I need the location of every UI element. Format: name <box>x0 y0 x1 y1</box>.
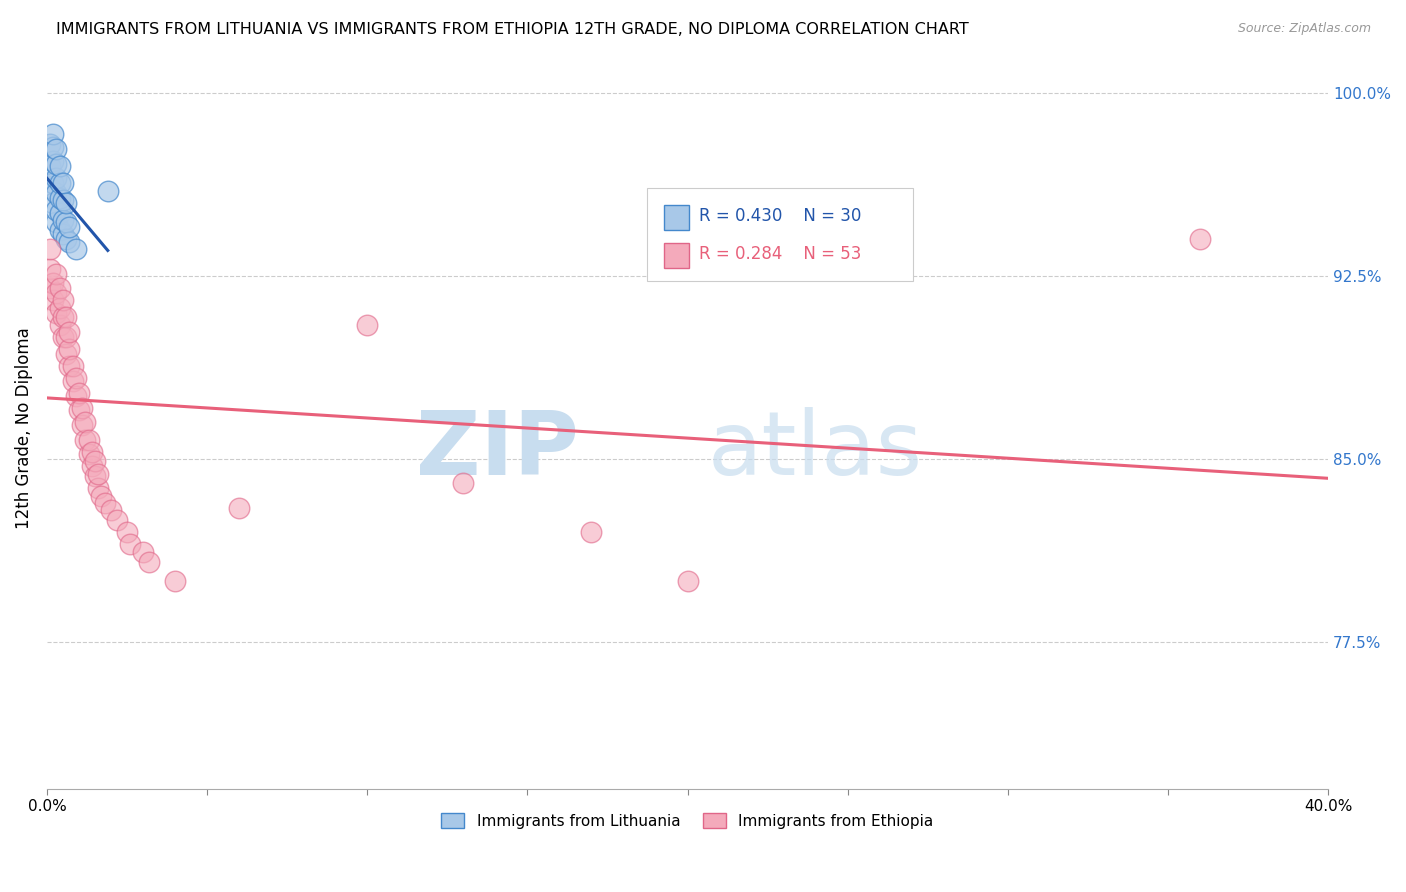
Point <box>45 305 67 319</box>
Point <box>55 310 77 325</box>
Point <box>48 191 70 205</box>
Point <box>228 500 250 515</box>
Point <box>42 195 65 210</box>
Point <box>65 371 87 385</box>
Point <box>42 293 65 308</box>
Point <box>87 467 110 481</box>
Point <box>97 184 120 198</box>
Point <box>45 267 67 281</box>
Point <box>52 310 75 325</box>
Point <box>67 386 90 401</box>
Point <box>77 433 100 447</box>
Point <box>45 157 67 171</box>
Point <box>45 215 67 229</box>
Point <box>48 301 70 315</box>
Point <box>52 176 75 190</box>
Point <box>52 212 75 227</box>
Point <box>52 194 75 208</box>
Point <box>87 481 110 495</box>
Point <box>58 235 80 249</box>
Point <box>77 447 100 461</box>
Text: R = 0.430    N = 30: R = 0.430 N = 30 <box>699 207 862 226</box>
Point <box>45 286 67 301</box>
Point <box>84 469 107 483</box>
Text: Source: ZipAtlas.com: Source: ZipAtlas.com <box>1237 22 1371 36</box>
Point <box>80 444 103 458</box>
Point <box>62 359 84 374</box>
Point <box>45 203 67 218</box>
Point <box>84 454 107 468</box>
Point <box>65 242 87 256</box>
Point <box>42 139 65 153</box>
Point <box>75 433 97 447</box>
Y-axis label: 12th Grade, No Diploma: 12th Grade, No Diploma <box>15 327 32 529</box>
Point <box>120 537 142 551</box>
Point <box>55 215 77 229</box>
Point <box>115 525 138 540</box>
Point <box>90 489 112 503</box>
Point <box>132 545 155 559</box>
Point <box>55 347 77 361</box>
Point <box>42 277 65 291</box>
Point <box>676 574 699 588</box>
Point <box>58 325 80 339</box>
Point <box>55 232 77 246</box>
Point <box>48 176 70 190</box>
Point <box>62 374 84 388</box>
Point <box>45 186 67 200</box>
Point <box>48 318 70 332</box>
Point <box>39 242 62 256</box>
Point <box>67 403 90 417</box>
Point <box>58 220 80 235</box>
Point <box>581 525 603 540</box>
Point <box>70 417 93 432</box>
Point <box>39 261 62 276</box>
Point <box>39 281 62 295</box>
Point <box>45 142 67 156</box>
Point <box>52 330 75 344</box>
Point <box>65 388 87 402</box>
Point <box>356 318 378 332</box>
Text: IMMIGRANTS FROM LITHUANIA VS IMMIGRANTS FROM ETHIOPIA 12TH GRADE, NO DIPLOMA COR: IMMIGRANTS FROM LITHUANIA VS IMMIGRANTS … <box>56 22 969 37</box>
Point <box>42 176 65 190</box>
Point <box>105 513 128 527</box>
Point <box>138 555 160 569</box>
Point <box>42 154 65 169</box>
Point <box>58 342 80 356</box>
Legend: Immigrants from Lithuania, Immigrants from Ethiopia: Immigrants from Lithuania, Immigrants fr… <box>436 806 939 835</box>
Point <box>453 476 475 491</box>
Point <box>93 496 115 510</box>
Point <box>70 401 93 415</box>
Point <box>48 159 70 173</box>
Point <box>163 574 186 588</box>
Point <box>52 227 75 242</box>
Point <box>80 459 103 474</box>
Point <box>75 416 97 430</box>
Point <box>39 159 62 173</box>
Point <box>48 281 70 295</box>
Point <box>39 181 62 195</box>
Point <box>48 205 70 219</box>
Text: atlas: atlas <box>709 407 924 493</box>
Point <box>58 359 80 374</box>
Point <box>52 293 75 308</box>
Text: ZIP: ZIP <box>416 407 579 493</box>
Text: R = 0.284    N = 53: R = 0.284 N = 53 <box>699 244 862 263</box>
Point <box>1188 232 1211 246</box>
Point <box>55 195 77 210</box>
Point <box>42 128 65 142</box>
Point <box>55 330 77 344</box>
Point <box>39 137 62 152</box>
Point <box>45 171 67 186</box>
Point <box>100 503 122 517</box>
Point <box>48 222 70 236</box>
